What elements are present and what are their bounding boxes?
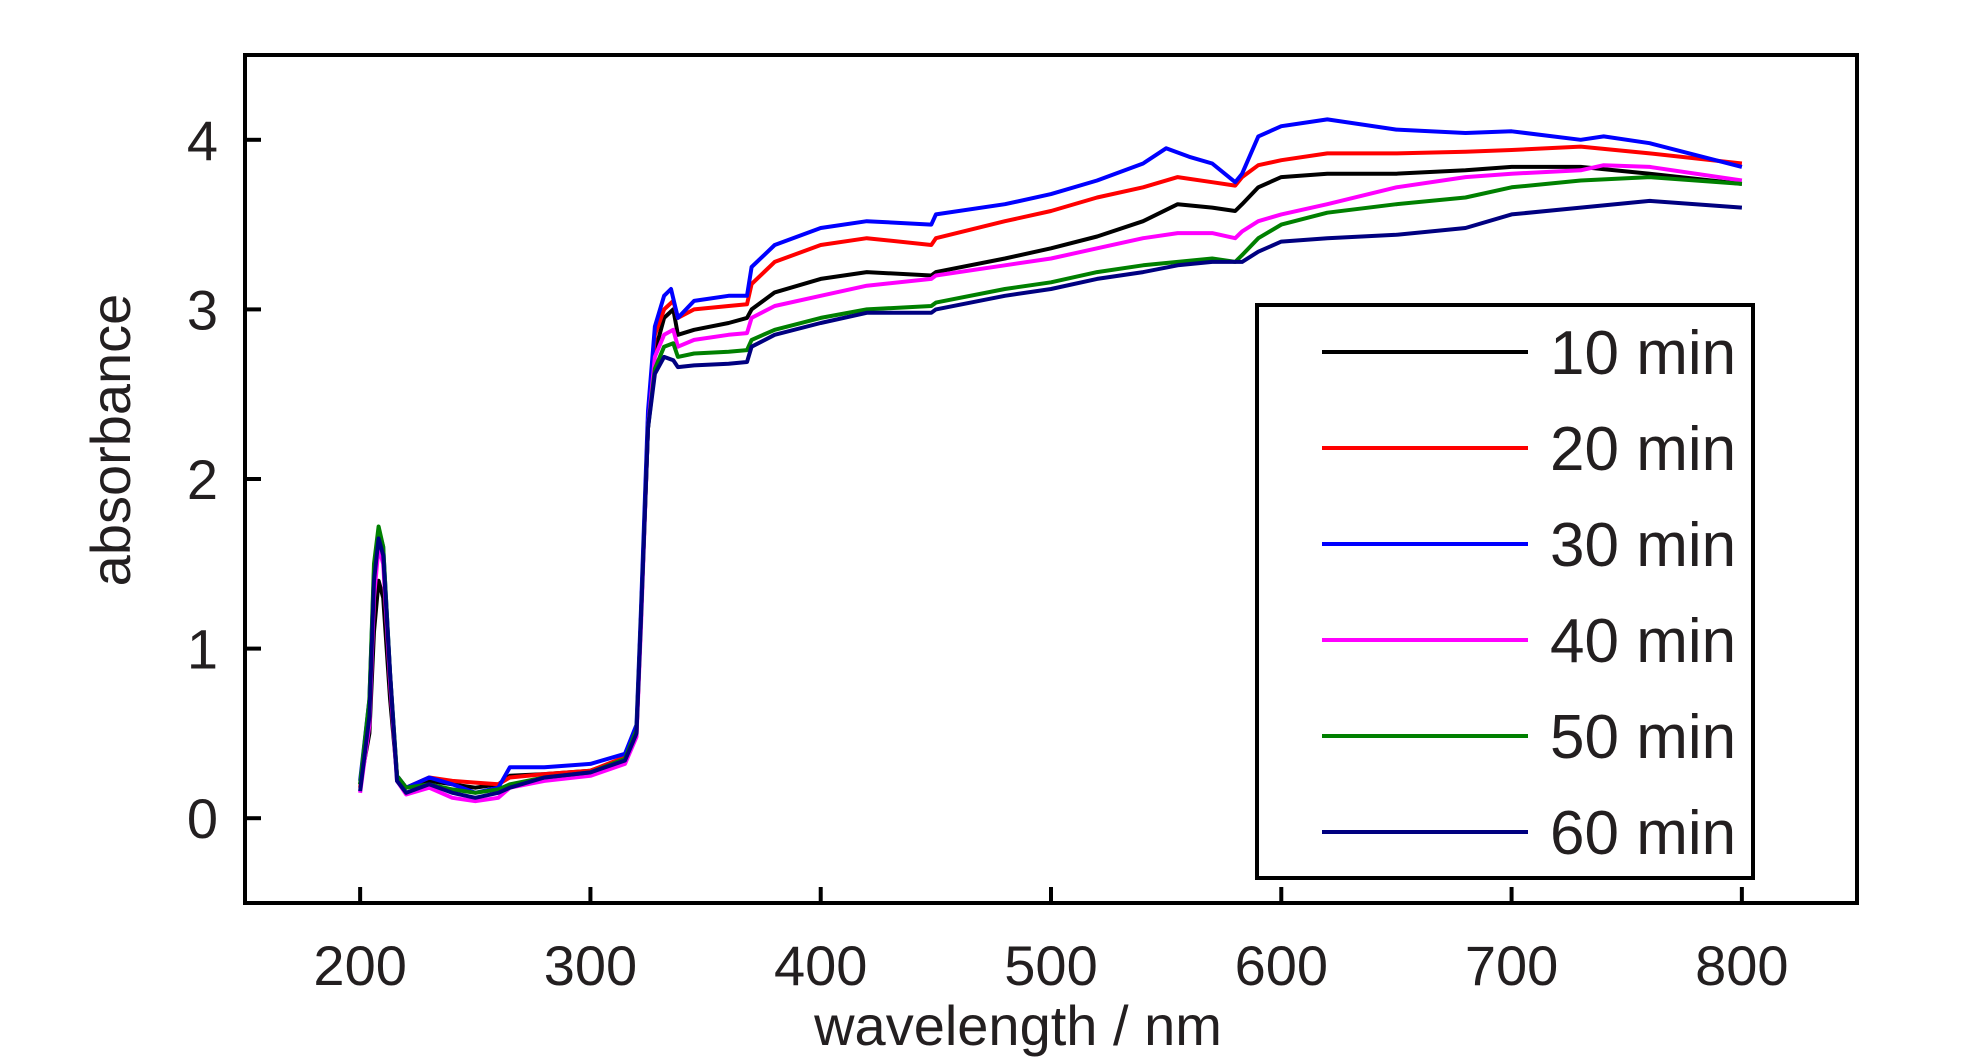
x-tick-label: 300: [544, 934, 637, 997]
series-line-4: [358, 163, 1743, 804]
series-line-6: [358, 198, 1743, 800]
legend: 10 min 20 min 30 min 40 min 50 min 60 min: [1255, 303, 1755, 880]
x-axis-title: wavelength / nm: [813, 994, 1222, 1057]
y-tick-label: 3: [187, 278, 218, 341]
y-axis-title: absorbance: [79, 294, 142, 587]
legend-label: 60 min: [1550, 799, 1736, 868]
series-line-1: [358, 164, 1743, 790]
y-axis: 0 1 2 3 4: [187, 109, 261, 850]
series-lines: [358, 117, 1743, 804]
x-tick-label: 700: [1465, 934, 1558, 997]
y-tick-label: 0: [187, 787, 218, 850]
legend-label: 20 min: [1550, 415, 1736, 484]
y-tick-label: 1: [187, 618, 218, 681]
legend-label: 30 min: [1550, 511, 1736, 580]
y-tick-label: 4: [187, 109, 218, 172]
x-axis: 200 300 400 500 600 700 800: [313, 887, 1789, 997]
y-tick-label: 2: [187, 448, 218, 511]
x-tick-label: 600: [1235, 934, 1328, 997]
legend-box: [1255, 303, 1755, 880]
x-tick-label: 200: [313, 934, 406, 997]
legend-label: 10 min: [1550, 319, 1736, 388]
x-tick-label: 400: [774, 934, 867, 997]
x-tick-label: 500: [1004, 934, 1097, 997]
legend-label: 40 min: [1550, 607, 1736, 676]
series-line-3: [358, 117, 1743, 795]
x-tick-label: 800: [1695, 934, 1788, 997]
legend-label: 50 min: [1550, 703, 1736, 772]
